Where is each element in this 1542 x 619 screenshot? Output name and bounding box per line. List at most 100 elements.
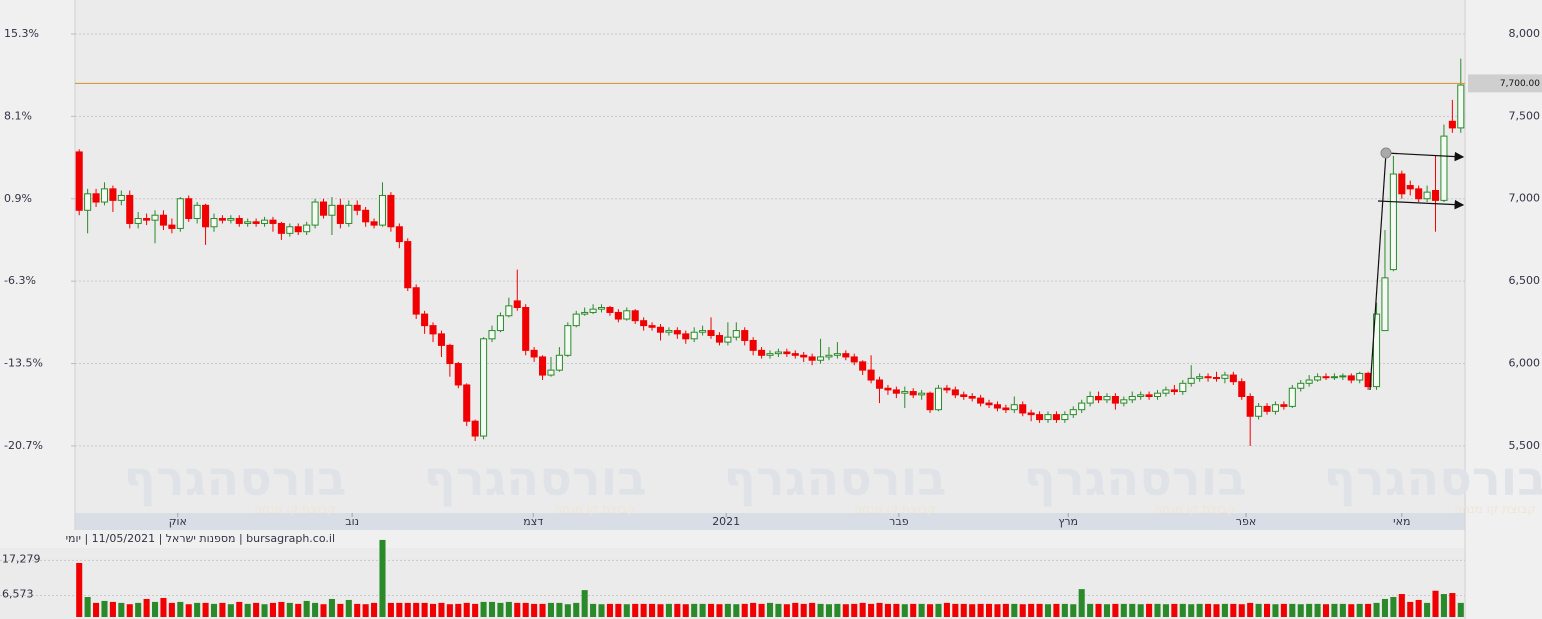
volume-bar [118,602,125,617]
volume-bar [1449,593,1456,617]
volume-bar [345,599,352,617]
candle-body [530,349,538,358]
candles: 7,700.00 [75,58,1542,617]
volume-bar [556,602,563,617]
candle-body [143,218,151,221]
y2-tick-label: -20.7% [4,439,43,452]
volume-bar [657,604,664,617]
watermark-subtitle: קבוצת קו מנחה [1154,502,1236,516]
volume-bar [379,539,386,617]
candle-body [362,209,370,223]
volume-bar [1390,596,1397,617]
volume-bar [809,602,816,617]
x-tick-label: דצמ [523,515,543,528]
watermark: בורסהגרף [424,451,647,507]
candle-body [370,221,378,226]
candle-body [1010,404,1018,411]
candle-body [210,218,218,228]
candle-body [244,221,252,224]
candle-body [1305,379,1313,384]
candle-body [463,384,471,422]
candle-body [117,194,125,201]
volume-bar [564,604,571,617]
candle-body [168,224,176,229]
candle-body [303,224,311,233]
y2-tick-label: 8.1% [4,109,32,122]
candle-body [1170,389,1178,393]
volume-bar [632,603,639,617]
candle-body [985,402,993,406]
candle-body [496,315,504,332]
candle-body [1423,191,1431,200]
y2-tick-label: 15.3% [4,27,39,40]
candle-body [176,198,184,229]
volume-bar [724,603,731,617]
candle-body [378,194,387,226]
volume-bar [202,602,209,617]
candle-body [825,354,833,358]
candle-body [943,387,951,391]
volume-bar [1146,603,1153,617]
volume-bar [429,603,437,617]
candle-body [336,204,344,224]
candle-body [395,226,403,243]
volume-bar [674,603,681,617]
y-tick-label: 6,500 [1509,274,1541,287]
candle-body [277,222,285,234]
candle-body [682,333,690,340]
volume-bar [1103,604,1111,617]
volume-bar [598,604,605,617]
candle-body [1111,395,1119,404]
volume-bar [168,602,175,617]
volume-bar [733,604,740,617]
candle-body [387,194,395,228]
volume-bar [185,604,192,617]
volume-bar [354,603,361,617]
anchor-point [1380,147,1392,159]
candle-body [319,201,328,216]
volume-bar [84,596,91,617]
volume-bar [1272,604,1279,617]
volume-bar [210,603,218,617]
candle-body [1086,395,1094,404]
candle-body [623,310,631,320]
volume-bar [446,604,453,617]
candle-body [404,241,412,289]
volume-bar [303,600,310,617]
candle-body [134,218,142,224]
volume-bar [649,603,656,617]
candle-body [488,330,496,340]
plot-area [75,0,1465,513]
candle-body [294,226,302,233]
volume-bar [480,601,487,617]
volume-bar [463,602,470,617]
volume-bar [699,603,706,617]
volume-bar [531,603,538,617]
volume-bar [413,602,420,617]
candle-body [1415,188,1423,200]
candle-body [1069,409,1077,416]
candle-body [783,351,791,355]
volume-bar [1061,603,1068,617]
candle-body [926,392,934,411]
trend-line [1369,152,1387,391]
volume-bar [539,603,546,617]
candle-body [1448,120,1456,129]
candle-body [918,392,926,396]
candle-body [665,330,673,333]
y-tick-label: 7,000 [1509,192,1541,205]
volume-bar [1424,602,1431,617]
volume-bar [893,603,900,617]
candle-body [1330,376,1338,379]
candle-body [1061,414,1069,421]
volume-tick-label: 6,573 [2,587,34,600]
candle-body [1002,407,1010,411]
candle-body [791,353,799,356]
volume-bar [1087,603,1094,617]
candle-body [1221,374,1229,379]
volume-bar [943,602,950,617]
trend-annotations [1369,147,1465,391]
volume-bar [253,602,260,617]
candle-body [252,221,260,224]
candle-body [353,204,361,211]
